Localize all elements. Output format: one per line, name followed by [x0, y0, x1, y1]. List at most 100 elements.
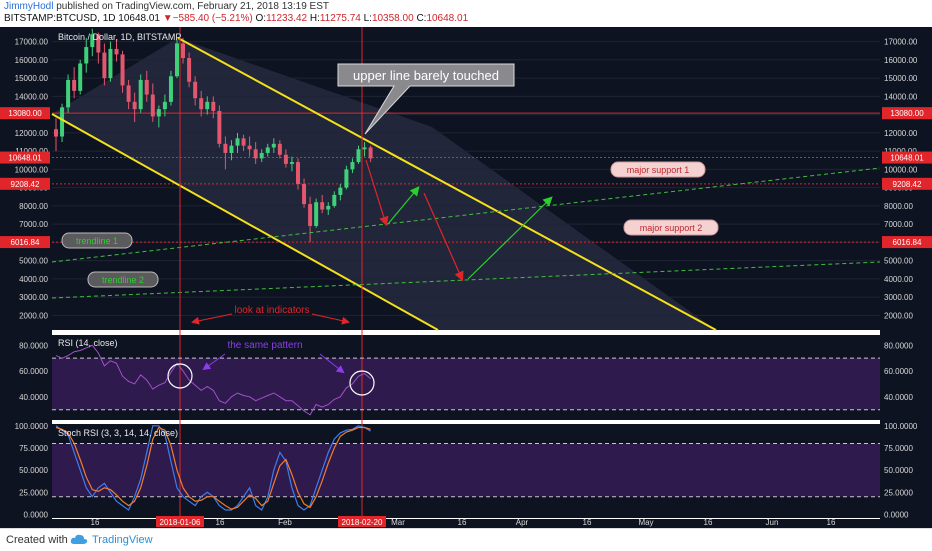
- candle-body: [283, 154, 288, 164]
- pattern-circle-right: [349, 370, 375, 396]
- candle-body: [308, 204, 313, 226]
- price-tick-right: 12000.00: [884, 129, 918, 138]
- tradingview-link[interactable]: TradingView: [92, 534, 153, 546]
- candle-body: [229, 145, 234, 153]
- candle-body: [259, 152, 264, 159]
- price-tick-right: 14000.00: [884, 92, 918, 101]
- candle-body: [156, 109, 161, 117]
- arrow-down-1: [365, 159, 389, 227]
- channel-upper-line[interactable]: [177, 37, 717, 331]
- trendline-1[interactable]: [51, 167, 881, 263]
- candle-body: [362, 147, 367, 150]
- channel-lower-line[interactable]: [51, 113, 439, 331]
- author-name[interactable]: JimmyHodl: [4, 1, 54, 12]
- rsi-tick-right: 40.0000: [884, 393, 913, 402]
- time-tick: Feb: [278, 518, 292, 527]
- candle-body: [175, 43, 179, 77]
- rsi-tick-right: 80.0000: [884, 341, 913, 350]
- candle-body: [217, 110, 222, 144]
- candle-body: [54, 129, 58, 137]
- symbol-name: BITSTAMP:BTCUSD, 1D: [4, 13, 116, 24]
- time-tick: 16: [91, 518, 100, 527]
- candle-body: [96, 34, 101, 53]
- footer: Created with TradingView: [0, 528, 932, 551]
- price-tick-right: 8000.00: [884, 202, 913, 211]
- candle-body: [271, 143, 276, 148]
- stoch-tick-right: 100.0000: [884, 422, 918, 431]
- price-tick-left: 7000.00: [19, 220, 48, 229]
- stoch-tick-left: 100.0000: [15, 422, 49, 431]
- candles: [54, 28, 373, 243]
- pattern-arrow-right: [319, 353, 345, 374]
- candle-body: [205, 101, 210, 110]
- stoch-tick-right: 25.0000: [884, 488, 913, 497]
- same-pattern-text: the same pattern: [227, 340, 302, 351]
- candle-body: [296, 162, 300, 184]
- trendline-2-callout[interactable]: [87, 271, 159, 288]
- price-level-label-right: 9208.42: [893, 180, 922, 189]
- rsi-band: [52, 358, 880, 410]
- candle-body: [253, 149, 258, 159]
- stoch-tick-right: 0.0000: [884, 510, 909, 519]
- price-level-tag-left: [0, 177, 50, 190]
- candle-body: [150, 94, 155, 117]
- down-arrow-icon: ▼: [162, 13, 173, 24]
- price-tick-right: 2000.00: [884, 311, 913, 320]
- close-label: C:: [416, 13, 427, 24]
- candle-body: [265, 147, 270, 153]
- price-tick-right: 15000.00: [884, 74, 918, 83]
- callout-upper-line[interactable]: [337, 63, 515, 135]
- last-price: 10648.01: [118, 13, 160, 24]
- time-axis: 16 2018-01-06 16 Feb 2018-02-20 Mar 16 Apr 16 May…: [91, 516, 836, 527]
- candle-body: [247, 145, 252, 150]
- price-level-label-right: 10648.01: [890, 154, 924, 163]
- candle-body: [102, 52, 107, 79]
- high-value: 11275.74: [319, 13, 361, 24]
- look-arrow-left: [191, 313, 233, 325]
- candle-body: [211, 101, 216, 111]
- stoch-tick-left: 75.0000: [19, 444, 48, 453]
- rsi-title: RSI (14, close): [58, 338, 118, 348]
- major-support-1-text: major support 1: [627, 165, 690, 175]
- trendline-1-callout[interactable]: [61, 232, 133, 249]
- price-tick-left: 8000.00: [19, 202, 48, 211]
- price-tick-right: 4000.00: [884, 275, 913, 284]
- stoch-tick-right: 50.0000: [884, 466, 913, 475]
- candle-body: [60, 107, 65, 137]
- date-tag: [156, 516, 204, 527]
- price-level-tag-right: [882, 107, 932, 120]
- major-support-1-callout[interactable]: [610, 161, 706, 178]
- price-level-label-left: 6016.84: [11, 238, 40, 247]
- candle-body: [332, 194, 337, 206]
- chart-canvas[interactable]: upper line barely touched major support …: [0, 0, 932, 528]
- price-change: −585.40 (−5.21%): [172, 13, 253, 24]
- stoch-title: Stoch RSI (3, 3, 14, 14, close): [58, 428, 178, 438]
- major-support-2-callout[interactable]: [623, 219, 719, 236]
- open-value: 11233.42: [266, 13, 308, 24]
- candle-body: [108, 48, 113, 79]
- price-tick-left: 3000.00: [19, 293, 48, 302]
- candle-body: [356, 149, 361, 163]
- price-tick-right: 5000.00: [884, 257, 913, 266]
- candle-body: [132, 101, 137, 110]
- price-level-label-left: 13080.00: [8, 109, 42, 118]
- candle-body: [277, 143, 282, 155]
- rsi-tick-right: 60.0000: [884, 367, 913, 376]
- time-tick: Jun: [766, 518, 779, 527]
- price-pane-title: Bitcoin / Dollar, 1D, BITSTAMP: [58, 32, 181, 42]
- price-tick-right: 16000.00: [884, 56, 918, 65]
- candle-body: [314, 202, 319, 226]
- candle-body: [120, 54, 125, 86]
- price-level-label-right: 13080.00: [890, 109, 924, 118]
- candle-body: [78, 63, 83, 91]
- time-axis-bg: [52, 519, 880, 528]
- candle-body: [289, 162, 294, 164]
- trendline-2[interactable]: [51, 261, 881, 299]
- symbol-info: BITSTAMP:BTCUSD, 1D 10648.01 ▼−585.40 (−…: [4, 13, 468, 24]
- price-levels: [52, 112, 880, 243]
- candle-body: [235, 138, 240, 146]
- price-tick-left: 2000.00: [19, 311, 48, 320]
- price-tick-left: 5000.00: [19, 257, 48, 266]
- date-tag: [338, 516, 386, 527]
- callout-upper-line-text: upper line barely touched: [353, 68, 499, 83]
